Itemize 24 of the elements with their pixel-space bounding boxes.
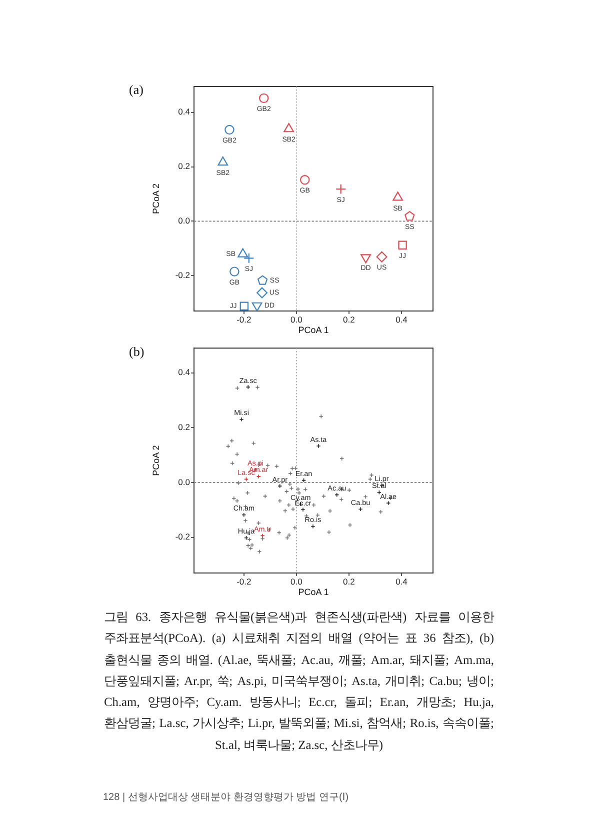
y-axis-title: PCoA 2 — [150, 445, 161, 476]
y-tick-label: 0.0 — [178, 216, 190, 226]
chart-title: (a) — [129, 82, 144, 98]
x-tick-label: -0.2 — [236, 576, 252, 586]
x-tick-label: 0.4 — [396, 576, 408, 586]
y-tick-label: 0.4 — [178, 367, 190, 378]
y-tick-label: 0.2 — [178, 161, 190, 172]
y-tick-label: 0.0 — [178, 476, 190, 487]
x-axis-title: PCoA 1 — [298, 325, 329, 336]
x-tick-label: 0.2 — [343, 314, 356, 324]
caption: 그림 63. 종자은행 유식물(붉은색)과 현존식생(파란색) 자료를 이용한 주좌표분석(PCoA). (a) 시료채취 지점의 배열 (약어는 표 36 참조), (b) 출현식물 종의 배열. (Al.ae, 뚝새풀; Ac.au, 깨풀; Am.ar, 돼지풀; Am.ma, 단풍잎돼지풀; Ar.pr, 쑥; As.pi, 미국쑥부쟁이; As.ta, 개미취; Ca.bu; 냉이; Ch.am, 양명아주; Cy.am. 방동사니; Ec.cr, 돌피; Er.an, 개망초; Hu.ja, 환삼덩굴; La.sc, 가시상추; Li.pr, 발뚝외풀; Mi.si, 참억새; Ro.is, 속속이풀; St.al, 벼룩나물; Za.sc, 산초나무) — [104, 609, 494, 754]
chart-title: (b) — [129, 344, 144, 360]
y-axis-title: PCoA 2 — [150, 183, 161, 214]
x-axis-title: PCoA 1 — [298, 587, 329, 598]
x-tick-label: 0.0 — [290, 314, 303, 324]
y-tick-label: 0.2 — [178, 422, 190, 432]
text: 128 | 선형사업대상 생태분야 환경영향평가 방법 연구(Ⅰ) — [103, 791, 349, 804]
y-tick-label: -0.2 — [175, 532, 190, 542]
x-tick-label: -0.2 — [236, 314, 252, 324]
x-tick-label: 0.2 — [343, 576, 356, 586]
x-tick-label: 0.4 — [396, 314, 408, 324]
x-tick-label: 0.0 — [290, 576, 303, 586]
y-tick-label: -0.2 — [175, 270, 190, 280]
y-tick-label: 0.4 — [178, 106, 190, 117]
